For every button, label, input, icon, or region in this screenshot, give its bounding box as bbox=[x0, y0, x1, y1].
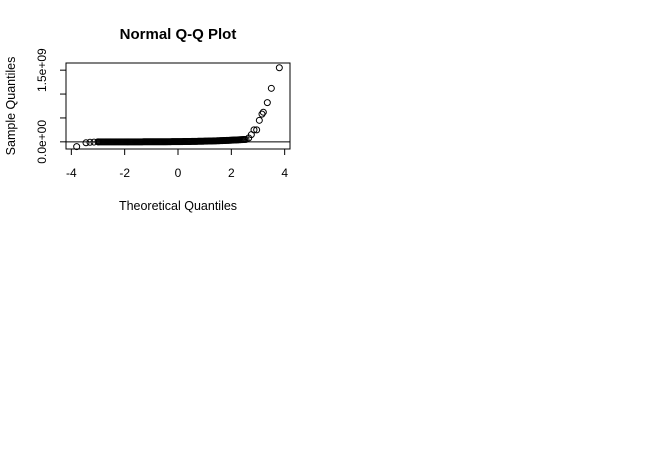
data-point bbox=[94, 138, 102, 146]
data-point bbox=[258, 110, 266, 118]
chart-title: Normal Q-Q Plot bbox=[120, 26, 237, 43]
x-tick-label: 0 bbox=[175, 166, 182, 180]
plot-frame bbox=[65, 62, 291, 150]
data-point bbox=[267, 84, 275, 92]
y-tick-label: 0.0e+00 bbox=[35, 120, 49, 164]
data-point bbox=[259, 108, 267, 116]
data-point bbox=[255, 116, 263, 124]
data-point bbox=[82, 139, 90, 147]
axis-ticks: -4 -2 0 2 4 0.0e+00 1.5e+09 bbox=[35, 48, 288, 180]
x-tick-label: -4 bbox=[66, 166, 77, 180]
x-tick-label: 2 bbox=[228, 166, 235, 180]
y-tick-label: 1.5e+09 bbox=[35, 48, 49, 92]
data-point bbox=[275, 64, 283, 72]
data-point bbox=[73, 143, 81, 151]
data-point bbox=[253, 126, 261, 134]
data-point bbox=[86, 138, 94, 146]
data-points bbox=[66, 64, 290, 151]
data-point bbox=[263, 99, 271, 107]
y-axis-label: Sample Quantiles bbox=[4, 57, 18, 156]
x-tick-label: -2 bbox=[119, 166, 130, 180]
x-tick-label: 4 bbox=[281, 166, 288, 180]
data-point bbox=[90, 138, 98, 146]
x-axis-label: Theoretical Quantiles bbox=[119, 199, 237, 213]
data-point bbox=[250, 126, 258, 134]
